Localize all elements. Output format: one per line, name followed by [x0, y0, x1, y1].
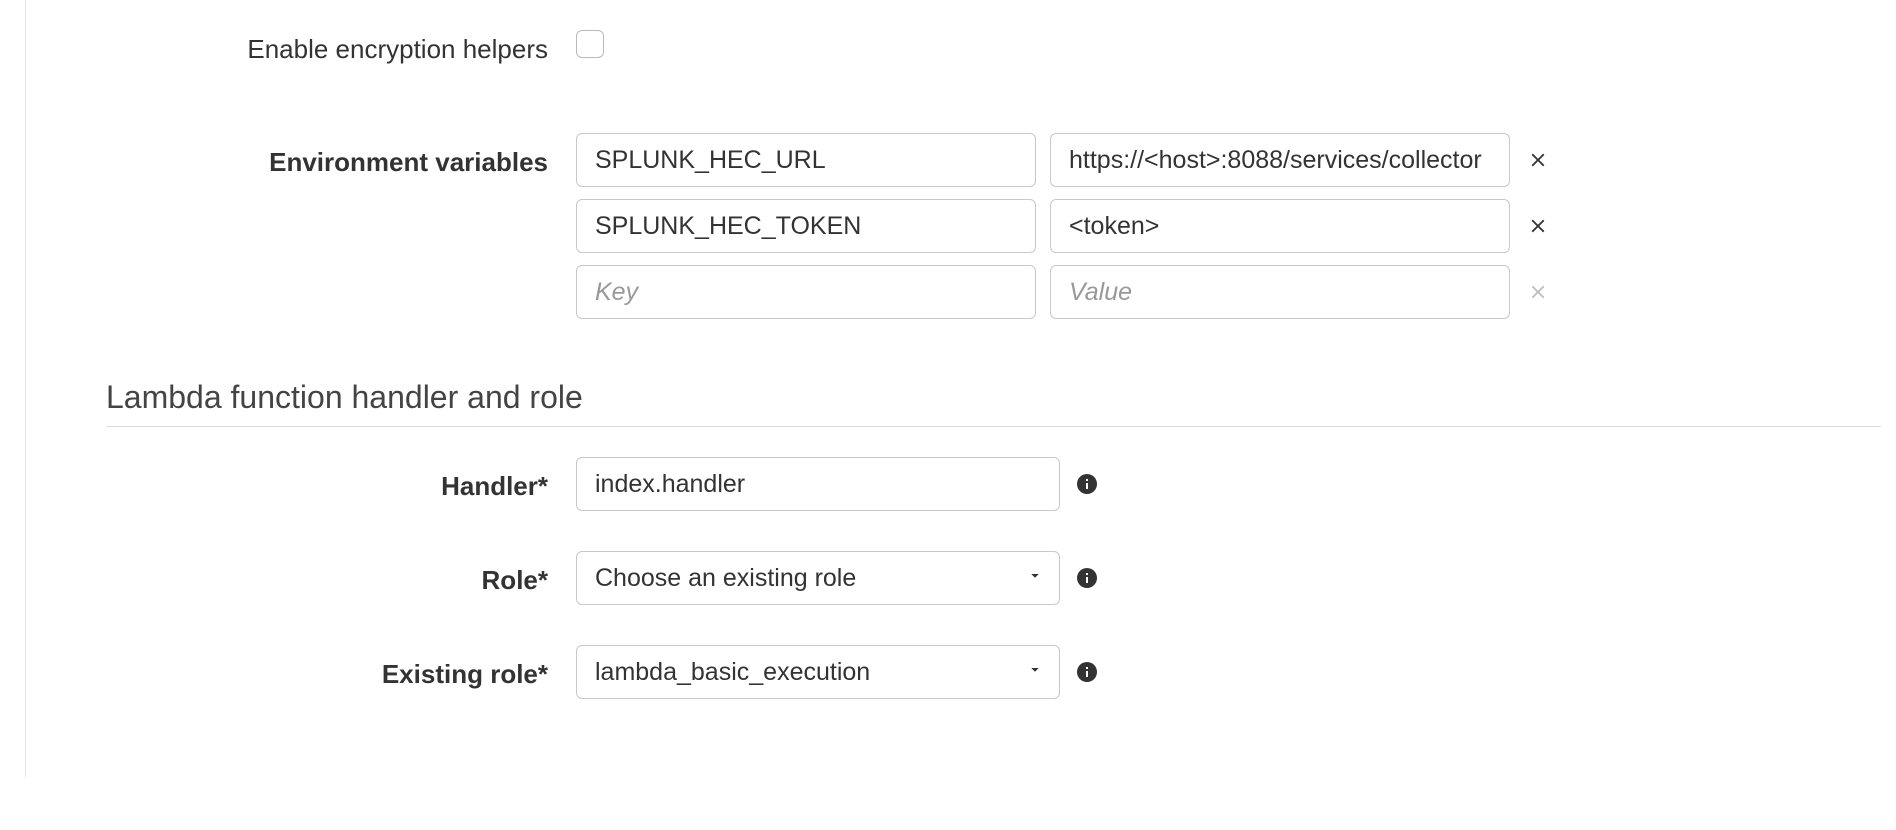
close-icon — [1527, 149, 1549, 171]
existing-role-select-value: lambda_basic_execution — [595, 658, 870, 687]
env-value-input-empty[interactable] — [1050, 265, 1510, 319]
close-icon — [1527, 281, 1549, 303]
info-icon — [1075, 660, 1099, 684]
role-select[interactable]: Choose an existing role — [576, 551, 1060, 605]
existing-role-row: Existing role* lambda_basic_execution — [56, 645, 1881, 699]
close-icon — [1527, 215, 1549, 237]
encryption-row: Enable encryption helpers — [56, 20, 1881, 65]
env-var-row — [576, 133, 1881, 187]
role-info-button[interactable] — [1074, 565, 1100, 591]
encryption-checkbox[interactable] — [576, 30, 604, 58]
env-vars-row: Environment variables — [56, 133, 1881, 319]
remove-env-var-button[interactable] — [1524, 146, 1552, 174]
env-value-input[interactable] — [1050, 133, 1510, 187]
env-vars-label: Environment variables — [56, 133, 576, 178]
remove-env-var-button-disabled — [1524, 278, 1552, 306]
env-key-input[interactable] — [576, 133, 1036, 187]
info-icon — [1075, 472, 1099, 496]
section-title: Lambda function handler and role — [56, 379, 1881, 416]
env-value-input[interactable] — [1050, 199, 1510, 253]
existing-role-select[interactable]: lambda_basic_execution — [576, 645, 1060, 699]
encryption-label: Enable encryption helpers — [56, 20, 576, 65]
env-var-row-empty — [576, 265, 1881, 319]
info-icon — [1075, 566, 1099, 590]
handler-label: Handler* — [56, 457, 576, 502]
role-label: Role* — [56, 551, 576, 596]
section-divider — [106, 426, 1881, 427]
handler-input[interactable] — [576, 457, 1060, 511]
existing-role-label: Existing role* — [56, 645, 576, 690]
lambda-config-form: Enable encryption helpers Environment va… — [25, 0, 1896, 777]
env-vars-list — [576, 133, 1881, 319]
handler-row: Handler* — [56, 457, 1881, 511]
env-var-row — [576, 199, 1881, 253]
handler-info-button[interactable] — [1074, 471, 1100, 497]
env-key-input-empty[interactable] — [576, 265, 1036, 319]
role-select-value: Choose an existing role — [595, 564, 856, 593]
remove-env-var-button[interactable] — [1524, 212, 1552, 240]
env-key-input[interactable] — [576, 199, 1036, 253]
role-row: Role* Choose an existing role — [56, 551, 1881, 605]
existing-role-info-button[interactable] — [1074, 659, 1100, 685]
